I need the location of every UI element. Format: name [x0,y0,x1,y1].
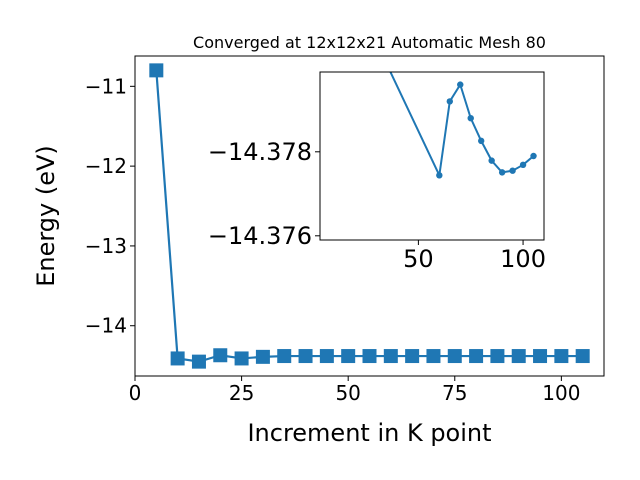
marker [277,349,292,364]
marker [533,349,548,364]
marker [509,167,516,174]
marker [405,349,420,364]
marker [426,349,441,364]
y-tick-label: −14.378 [208,138,312,166]
marker [530,152,537,160]
marker [457,81,464,88]
x-tick-label: 0 [129,381,142,405]
y-axis-label: Energy (eV) [32,145,60,287]
marker [467,115,474,122]
chart-title: Converged at 12x12x21 Automatic Mesh 80 [193,33,546,52]
marker [447,349,462,364]
axes-frame [319,71,545,241]
marker [498,169,506,176]
marker [490,349,505,364]
marker [519,161,527,169]
plot-area [149,63,590,369]
marker [149,63,164,78]
marker [436,172,443,179]
plot-area [389,72,537,179]
y-tick-label: −14.376 [208,222,312,250]
marker [383,349,398,364]
y-tick-label: −14 [85,314,127,338]
marker [170,351,185,366]
y-tick-label: −12 [85,154,127,178]
x-tick-label: 100 [542,381,580,405]
marker [362,349,377,364]
marker [255,349,270,364]
y-tick-label: −13 [85,234,127,258]
marker [319,349,334,364]
y-tick-label: −11 [85,74,127,98]
marker [234,351,249,366]
x-tick-label: 100 [500,245,546,273]
marker [575,349,590,364]
marker [446,98,453,105]
marker [191,354,206,369]
x-tick-label: 75 [442,381,467,405]
x-tick-label: 50 [335,381,360,405]
marker [511,349,526,364]
marker [477,137,485,145]
marker [554,349,569,364]
marker [488,157,495,164]
axes-background [320,72,544,240]
marker [341,349,356,364]
x-tick-label: 25 [229,381,254,405]
marker [213,348,228,363]
axes-frame [134,55,605,377]
marker [298,349,313,364]
x-axis-label: Increment in K point [247,419,491,447]
x-tick-label: 50 [403,245,434,273]
marker [469,349,484,364]
